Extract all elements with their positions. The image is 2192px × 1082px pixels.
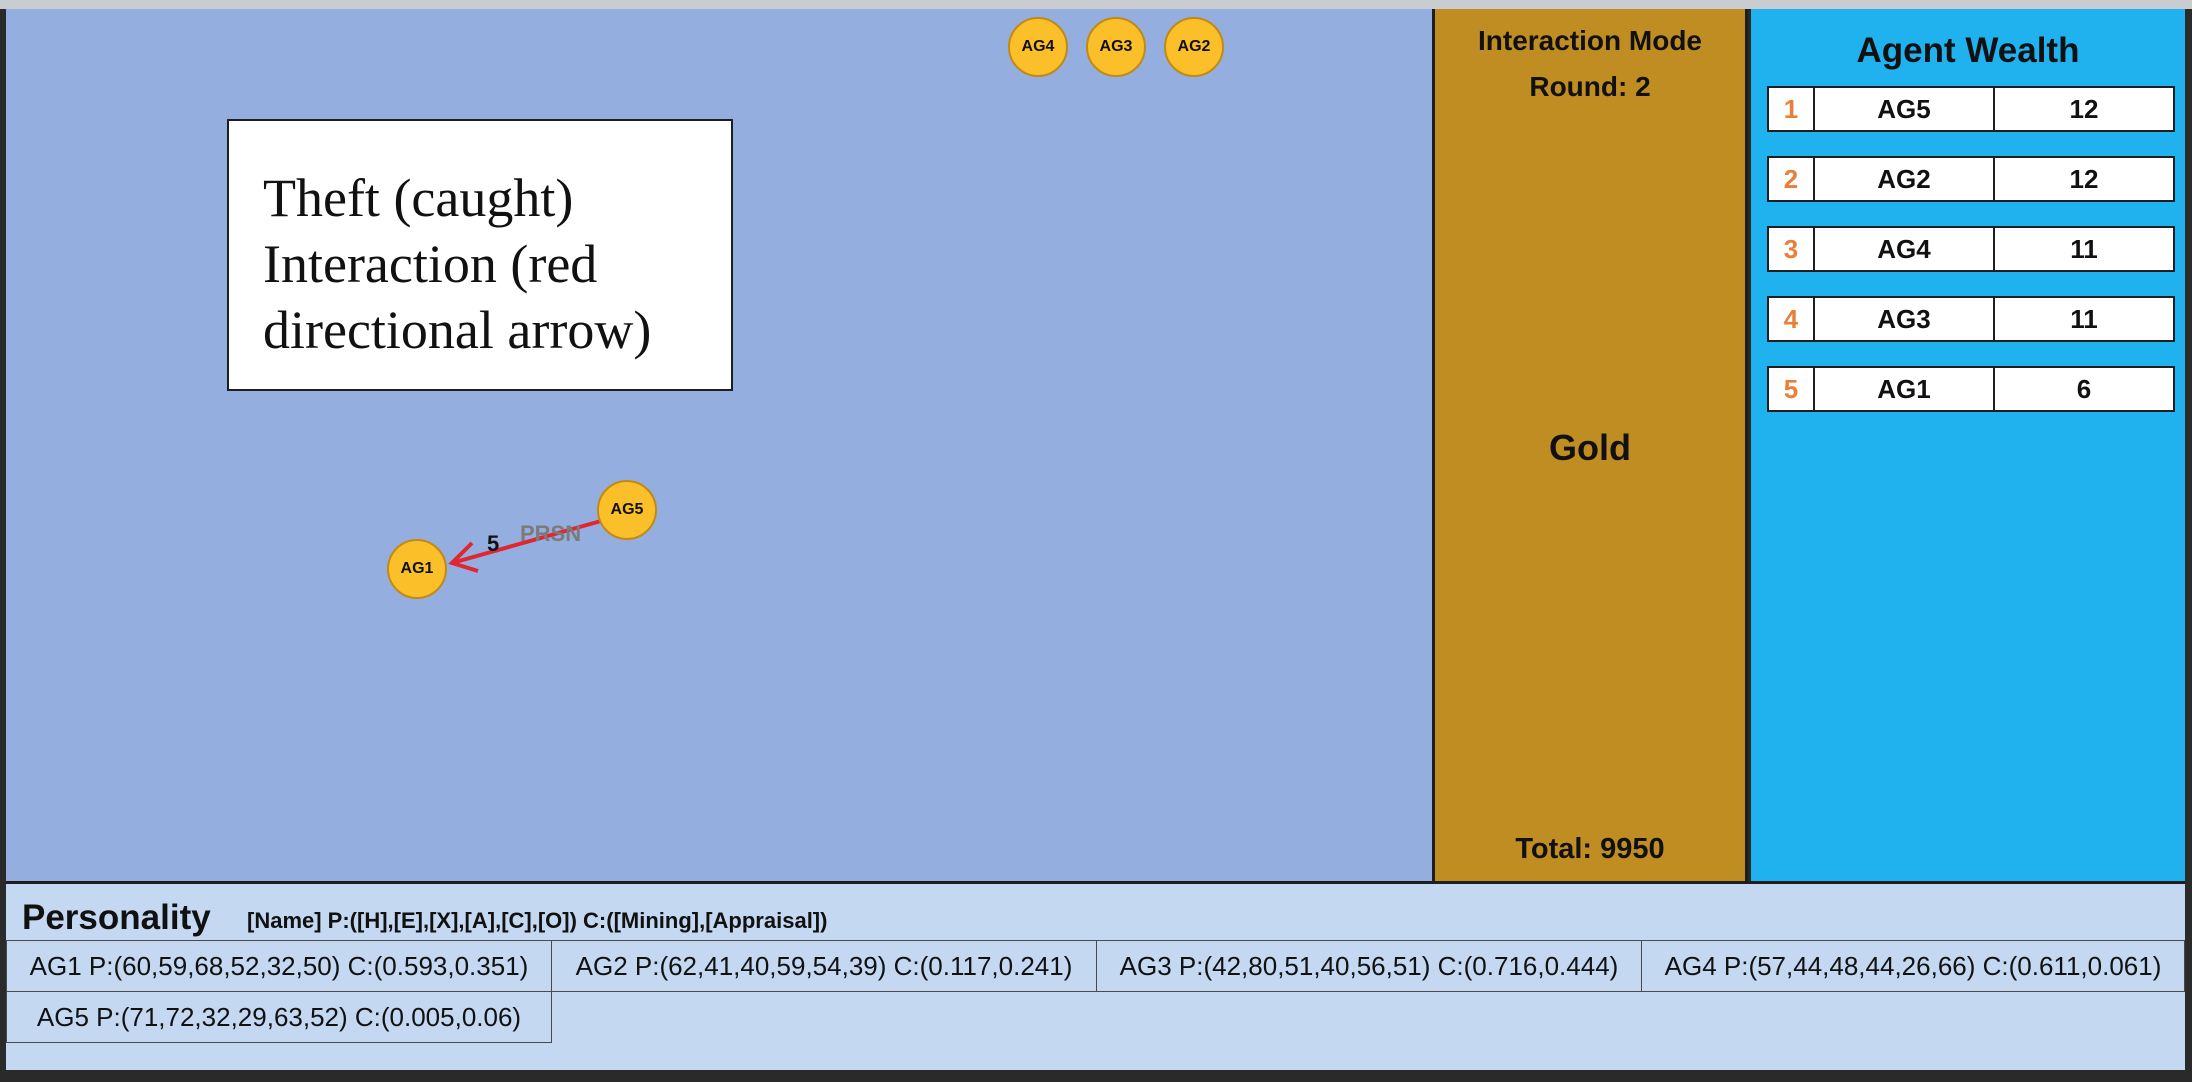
- wealth-rank: 4: [1769, 298, 1815, 340]
- theft-arrow-line: [451, 517, 609, 565]
- personality-cell-ag1: AG1 P:(60,59,68,52,32,50) C:(0.593,0.351…: [6, 940, 552, 992]
- personality-cell-ag3: AG3 P:(42,80,51,40,56,51) C:(0.716,0.444…: [1096, 940, 1642, 992]
- wealth-row: 1 AG5 12: [1767, 86, 2175, 132]
- annotation-line: Theft (caught): [263, 168, 574, 228]
- wealth-agent-name: AG4: [1815, 228, 1995, 270]
- agent-node-ag3[interactable]: AG3: [1086, 17, 1146, 77]
- agent-node-ag5[interactable]: AG5: [597, 480, 657, 540]
- theft-arrow-head: [448, 541, 479, 573]
- annotation-line: Interaction (red: [263, 234, 598, 294]
- personality-cell-ag5: AG5 P:(71,72,32,29,63,52) C:(0.005,0.06): [6, 991, 552, 1043]
- resource-panel: Interaction Mode Round: 2 Gold Total: 99…: [1432, 9, 1748, 881]
- agent-node-ag4[interactable]: AG4: [1008, 17, 1068, 77]
- personality-cell-ag4: AG4 P:(57,44,48,44,26,66) C:(0.611,0.061…: [1641, 940, 2185, 992]
- wealth-title: Agent Wealth: [1856, 31, 2080, 70]
- annotation-box: Theft (caught) Interaction (red directio…: [227, 119, 733, 391]
- simulation-stage[interactable]: AG4 AG3 AG2 Theft (caught) Interaction (…: [6, 9, 1432, 881]
- annotation-line: directional arrow): [263, 300, 652, 360]
- edge-amount-label: 5: [487, 531, 500, 556]
- wealth-agent-name: AG2: [1815, 158, 1995, 200]
- wealth-rank: 3: [1769, 228, 1815, 270]
- wealth-row: 2 AG2 12: [1767, 156, 2175, 202]
- wealth-value: 12: [2069, 93, 2099, 124]
- wealth-agent-name: AG5: [1815, 88, 1995, 130]
- wealth-rank: 1: [1769, 88, 1815, 130]
- resource-total: Total: 9950: [1515, 833, 1665, 865]
- resource-label: Gold: [1549, 427, 1631, 468]
- wealth-agent-name: AG1: [1815, 368, 1995, 410]
- wealth-rank: 2: [1769, 158, 1815, 200]
- wealth-rank: 5: [1769, 368, 1815, 410]
- round-counter: Round: 2: [1529, 71, 1651, 102]
- wealth-row: 3 AG4 11: [1767, 226, 2175, 272]
- wealth-value: 6: [2076, 373, 2092, 404]
- personality-legend: [Name] P:([H],[E],[X],[A],[C],[O]) C:([M…: [247, 908, 828, 933]
- wealth-value: 11: [2070, 233, 2098, 264]
- wealth-row: 4 AG3 11: [1767, 296, 2175, 342]
- personality-cell-ag2: AG2 P:(62,41,40,59,54,39) C:(0.117,0.241…: [551, 940, 1097, 992]
- wealth-value: 12: [2069, 163, 2099, 194]
- agent-node-ag2[interactable]: AG2: [1164, 17, 1224, 77]
- wealth-value: 11: [2070, 303, 2098, 334]
- personality-title: Personality: [22, 898, 211, 937]
- wealth-agent-name: AG3: [1815, 298, 1995, 340]
- wealth-row: 5 AG1 6: [1767, 366, 2175, 412]
- interaction-edges: [448, 517, 609, 573]
- window-top-bar: [0, 0, 2192, 9]
- mode-title: Interaction Mode: [1477, 25, 1702, 56]
- wealth-panel: Agent Wealth 1 AG5 12 2 AG2 12 3 AG4 11 …: [1751, 9, 2185, 881]
- window-bottom-bar: [0, 1070, 2192, 1082]
- edge-type-label: PRSN: [520, 521, 582, 546]
- personality-panel: Personality [Name] P:([H],[E],[X],[A],[C…: [6, 881, 2185, 1070]
- agent-node-ag1[interactable]: AG1: [387, 539, 447, 599]
